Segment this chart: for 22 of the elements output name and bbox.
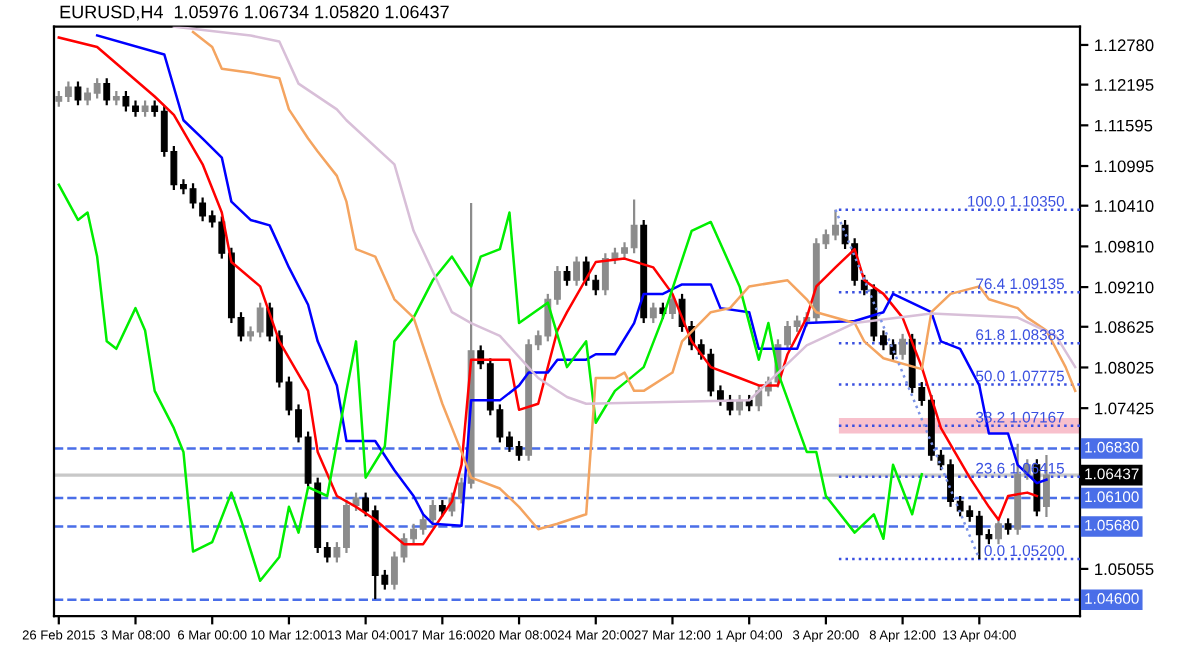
candlestick bbox=[649, 301, 657, 325]
line-series bbox=[172, 26, 1077, 405]
candlestick bbox=[103, 77, 111, 107]
y-tick-label: 1.08025 bbox=[1095, 361, 1154, 374]
candlestick bbox=[995, 517, 1002, 546]
y-tick-label: 1.05055 bbox=[1095, 563, 1154, 576]
chart-title: EURUSD,H4 1.05976 1.06734 1.05820 1.06437 bbox=[60, 5, 449, 21]
candlestick bbox=[352, 491, 360, 513]
y-tick-label: 1.11595 bbox=[1095, 119, 1153, 132]
y-tick-label: 1.10410 bbox=[1095, 200, 1154, 212]
y-tick-label: 1.07425 bbox=[1095, 402, 1154, 415]
candlestick bbox=[573, 255, 581, 287]
y-tick-label: 1.12780 bbox=[1095, 39, 1154, 52]
y-tick-label: 1.09810 bbox=[1095, 240, 1154, 253]
y-tick-label: 1.08625 bbox=[1095, 321, 1154, 333]
candlestick bbox=[74, 80, 82, 107]
y-tick-label: 1.12195 bbox=[1095, 79, 1154, 91]
y-tick-label: 1.09210 bbox=[1095, 281, 1154, 294]
candlestick bbox=[899, 332, 907, 361]
y-tick-label: 1.10995 bbox=[1095, 160, 1154, 173]
line-series bbox=[57, 183, 924, 583]
candlestick bbox=[563, 264, 571, 287]
